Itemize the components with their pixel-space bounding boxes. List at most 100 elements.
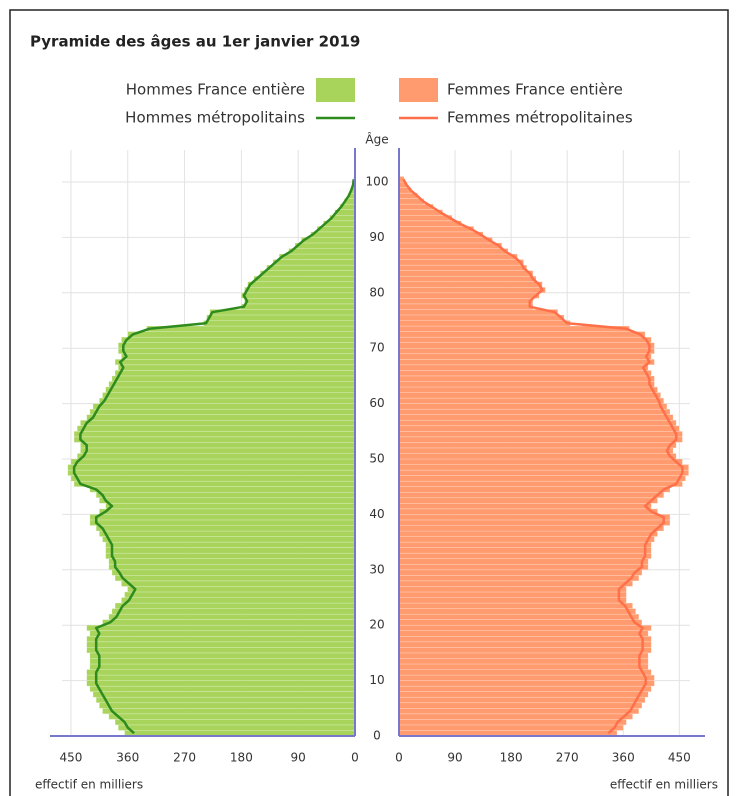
- x-tick-label: 180: [500, 751, 523, 765]
- bar: [206, 314, 356, 321]
- bar: [398, 641, 652, 648]
- bar: [398, 575, 640, 582]
- bar: [310, 231, 356, 238]
- bar: [398, 691, 649, 698]
- bar: [398, 453, 677, 460]
- bar: [398, 303, 534, 310]
- y-tick-label: 0: [373, 729, 381, 743]
- x-axis-label-left: effectif en milliers: [35, 778, 143, 792]
- x-tick-label: 270: [173, 751, 196, 765]
- bar: [209, 309, 356, 316]
- bar: [398, 281, 543, 288]
- bar: [398, 397, 665, 404]
- x-tick-label: 270: [556, 751, 579, 765]
- line: [72, 179, 355, 735]
- bar: [99, 702, 356, 709]
- bar: [102, 392, 356, 399]
- bar: [398, 469, 689, 476]
- y-tick-label: 30: [369, 562, 384, 576]
- bar: [398, 569, 643, 576]
- bar: [398, 652, 649, 659]
- bar: [398, 619, 643, 626]
- bar: [111, 608, 356, 615]
- bar: [92, 691, 356, 698]
- legend-label: Hommes France entière: [126, 81, 305, 99]
- bar: [89, 514, 356, 521]
- bar: [108, 563, 356, 571]
- bar: [398, 436, 683, 443]
- bar: [80, 442, 356, 449]
- bar: [89, 630, 356, 637]
- bar: [247, 281, 356, 288]
- bar: [398, 386, 658, 393]
- bar: [398, 231, 484, 238]
- bar: [124, 591, 356, 598]
- bar: [121, 580, 356, 587]
- y-tick-label: 10: [369, 673, 384, 687]
- bar: [114, 575, 356, 582]
- bar: [398, 525, 665, 532]
- bar: [398, 674, 655, 681]
- bar: [89, 486, 356, 493]
- bar: [86, 669, 356, 676]
- bar: [398, 635, 652, 643]
- bar: [398, 331, 646, 338]
- bar: [398, 425, 680, 432]
- bar: [398, 353, 652, 360]
- bar: [67, 469, 356, 476]
- bar: [398, 541, 652, 548]
- bar: [80, 419, 356, 427]
- bar: [114, 370, 356, 377]
- bar: [398, 491, 665, 499]
- bar: [73, 480, 356, 488]
- x-tick-label: 180: [230, 751, 253, 765]
- bar: [398, 370, 652, 377]
- x-tick-label: 90: [447, 751, 462, 765]
- y-tick-label: 80: [369, 285, 384, 299]
- bar: [114, 358, 356, 366]
- bar: [121, 353, 356, 360]
- x-tick-label: 0: [395, 751, 403, 765]
- bar: [244, 286, 356, 294]
- line: [402, 178, 684, 735]
- bar: [398, 264, 527, 271]
- bar: [398, 347, 655, 355]
- bar: [260, 270, 356, 277]
- bar: [95, 491, 356, 499]
- y-tick-label: 100: [366, 175, 389, 189]
- bar: [278, 253, 356, 260]
- bar: [105, 547, 356, 554]
- bar: [398, 298, 534, 305]
- bar: [398, 586, 627, 593]
- bar: [398, 508, 658, 515]
- bar: [398, 242, 503, 249]
- x-tick-label: 360: [612, 751, 635, 765]
- bar: [241, 303, 356, 310]
- bar: [105, 541, 356, 548]
- bar: [398, 680, 655, 687]
- bar: [398, 558, 649, 565]
- bar: [398, 336, 652, 343]
- bar: [114, 602, 356, 609]
- bar: [398, 226, 475, 233]
- bar: [111, 569, 356, 576]
- bar: [398, 597, 627, 604]
- bar: [86, 641, 356, 648]
- bar: [102, 619, 356, 626]
- bar: [398, 309, 559, 316]
- bar: [398, 547, 652, 554]
- bar: [99, 530, 356, 537]
- bar: [89, 519, 356, 526]
- bar: [398, 552, 652, 560]
- bar: [398, 724, 624, 731]
- bar: [398, 702, 643, 709]
- legend-label: Hommes métropolitains: [125, 109, 305, 127]
- bar: [398, 608, 637, 615]
- y-tick-label: 90: [369, 230, 384, 244]
- bar: [99, 508, 356, 515]
- y-tick-label: 50: [369, 452, 384, 466]
- bar: [121, 597, 356, 604]
- bar: [89, 663, 356, 670]
- bar: [398, 286, 546, 294]
